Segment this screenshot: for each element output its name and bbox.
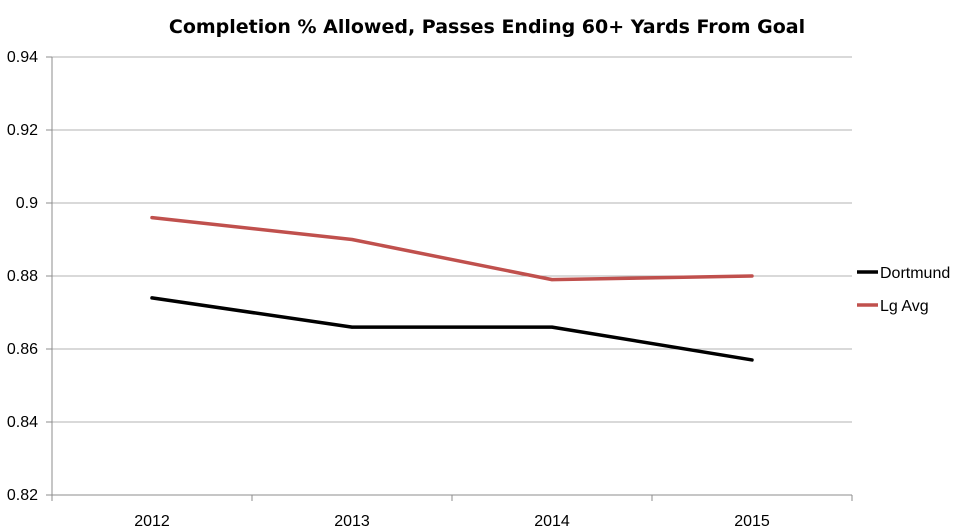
y-tick-label: 0.9 bbox=[16, 195, 38, 212]
series-lines bbox=[150, 215, 754, 362]
data-point bbox=[750, 358, 754, 362]
chart-title: Completion % Allowed, Passes Ending 60+ … bbox=[169, 16, 805, 38]
x-axis-tick-labels: 2012 2013 2014 2015 bbox=[134, 513, 770, 530]
y-tick-label: 0.86 bbox=[7, 341, 38, 358]
series-line-lg-avg bbox=[150, 215, 754, 282]
x-tick-label: 2014 bbox=[534, 513, 570, 530]
x-tick-label: 2012 bbox=[134, 513, 170, 530]
legend-label: Lg Avg bbox=[880, 298, 929, 315]
y-tick-label: 0.94 bbox=[7, 49, 38, 66]
data-point bbox=[550, 278, 554, 282]
data-point bbox=[150, 296, 154, 300]
y-axis-tick-labels: 0.82 0.84 0.86 0.88 0.9 0.92 0.94 bbox=[7, 49, 38, 504]
data-point bbox=[550, 325, 554, 329]
x-tick-label: 2015 bbox=[734, 513, 770, 530]
y-tick-label: 0.82 bbox=[7, 487, 38, 504]
series-line-dortmund bbox=[150, 296, 754, 362]
y-tick-label: 0.92 bbox=[7, 122, 38, 139]
data-point bbox=[350, 325, 354, 329]
y-tick-label: 0.84 bbox=[7, 414, 38, 431]
legend-label: Dortmund bbox=[880, 265, 950, 282]
data-point bbox=[350, 238, 354, 241]
data-point bbox=[150, 216, 154, 220]
gridlines bbox=[52, 56, 852, 423]
y-tick-label: 0.88 bbox=[7, 268, 38, 285]
x-tick-label: 2013 bbox=[334, 513, 370, 530]
axes bbox=[46, 56, 853, 501]
data-point bbox=[750, 274, 754, 278]
legend: Dortmund Lg Avg bbox=[857, 265, 950, 315]
